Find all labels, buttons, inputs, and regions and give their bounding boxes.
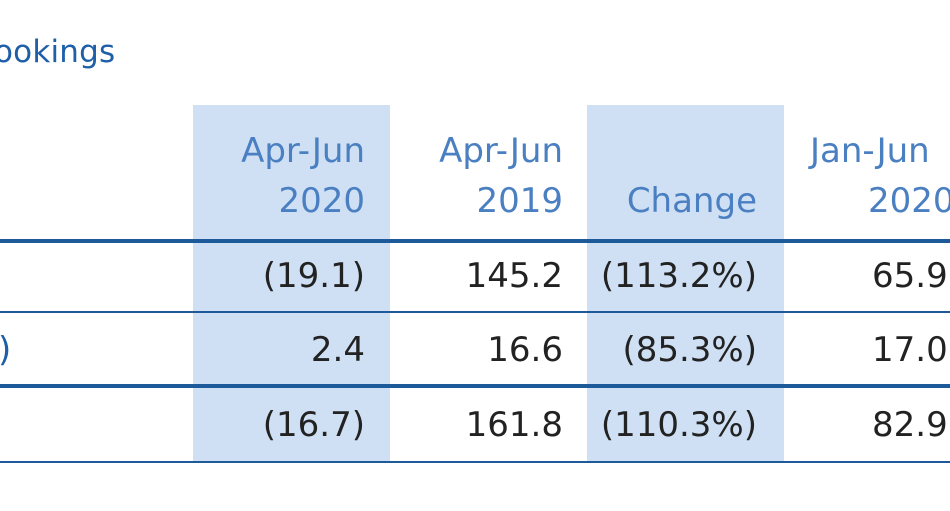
column-header-jan-jun-2020: Jan-Jun 2020: [810, 126, 950, 232]
column-header-apr-jun-2019: Apr-Jun 2019: [345, 126, 563, 232]
bottom-rule: [0, 461, 950, 463]
cell-row2-apr-jun-2020: 2.4: [310, 330, 365, 370]
column-header-line1: [545, 126, 757, 176]
shaded-column-change: [587, 105, 784, 463]
row-divider: [0, 311, 950, 313]
column-header-line2: 2020: [868, 181, 950, 221]
cell-row1-apr-jun-2020: (19.1): [262, 256, 365, 296]
column-header-change: Change: [545, 126, 757, 232]
cell-row1-apr-jun-2019: 145.2: [465, 256, 563, 296]
cell-total-apr-jun-2020: (16.7): [262, 405, 365, 445]
column-header-line2: Change: [626, 181, 757, 221]
column-header-line1: Apr-Jun: [439, 131, 563, 171]
row2-label-fragment: ): [0, 330, 11, 370]
cell-row2-apr-jun-2019: 16.6: [487, 330, 563, 370]
cell-total-apr-jun-2019: 161.8: [465, 405, 563, 445]
column-header-line1: Apr-Jun: [241, 131, 365, 171]
shaded-column-apr-jun-2020: [193, 105, 390, 463]
cell-row1-jan-jun-2020: 65.9: [872, 256, 948, 296]
total-rule: [0, 384, 950, 388]
cell-row1-change: (113.2%): [600, 256, 757, 296]
table-title: ookings: [0, 34, 116, 70]
column-header-line2: 2019: [476, 181, 563, 221]
column-header-line2: 2020: [278, 181, 365, 221]
column-header-line1: Jan-Jun: [810, 131, 930, 171]
cell-row2-jan-jun-2020: 17.0: [872, 330, 948, 370]
header-rule: [0, 239, 950, 243]
cell-total-change: (110.3%): [600, 405, 757, 445]
cell-row2-change: (85.3%): [622, 330, 757, 370]
column-header-apr-jun-2020: Apr-Jun 2020: [150, 126, 365, 232]
cell-total-jan-jun-2020: 82.9: [872, 405, 948, 445]
